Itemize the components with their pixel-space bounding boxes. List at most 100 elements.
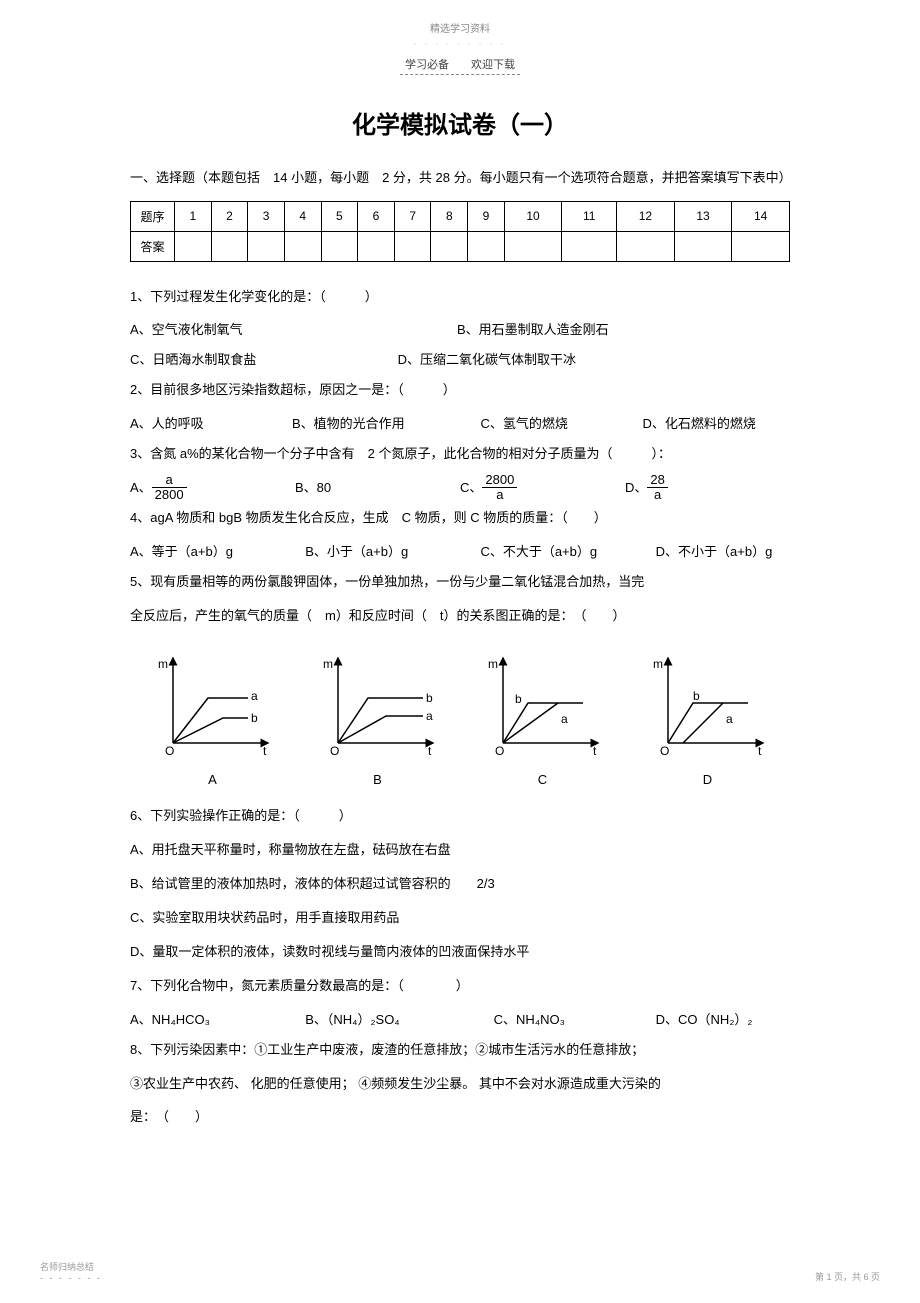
graph-b-label: B [308, 772, 448, 787]
answer-cell [617, 231, 675, 261]
q8-line3: 是： （ ） [130, 1102, 790, 1132]
q2-stem: 2、目前很多地区污染指数超标，原因之一是：（ ） [130, 375, 790, 405]
q2-c: C、氢气的燃烧 [480, 409, 638, 439]
svg-text:m: m [323, 657, 333, 671]
graph-c: m O t b a C [473, 648, 613, 787]
graph-b: m O t b a B [308, 648, 448, 787]
q6-b: B、给试管里的液体加热时，液体的体积超过试管容积的 2/3 [130, 869, 790, 899]
graph-c-svg: m O t b a [473, 648, 613, 758]
svg-text:a: a [726, 712, 733, 726]
q3-d-label: D、 [625, 473, 647, 503]
col-header: 10 [504, 201, 562, 231]
answer-cell [562, 231, 617, 261]
q6-d: D、量取一定体积的液体，读数时视线与量筒内液体的凹液面保持水平 [130, 937, 790, 967]
q3-d: D、 28a [625, 473, 790, 503]
graph-a-label: A [143, 772, 283, 787]
col-header: 1 [175, 201, 212, 231]
col-header: 3 [248, 201, 285, 231]
footer-right: 第 1 页，共 6 页 [815, 1270, 880, 1283]
col-header: 11 [562, 201, 617, 231]
q7-b: B、（NH₄）₂SO₄ [305, 1005, 490, 1035]
q4-b: B、小于（a+b）g [305, 537, 477, 567]
table-row: 题序 1 2 3 4 5 6 7 8 9 10 11 12 13 14 [131, 201, 790, 231]
top-header: 精选学习资料 [130, 20, 790, 35]
svg-text:O: O [495, 744, 504, 758]
svg-text:m: m [488, 657, 498, 671]
svg-text:b: b [693, 689, 700, 703]
svg-text:a: a [561, 712, 568, 726]
q4-d: D、不小于（a+b）g [656, 537, 788, 567]
col-header: 5 [321, 201, 358, 231]
q1-options2: C、日晒海水制取食盐 D、压缩二氧化碳气体制取干冰 [130, 345, 790, 375]
q7-a: A、NH₄HCO₃ [130, 1005, 302, 1035]
col-header: 4 [284, 201, 321, 231]
q1-options: A、空气液化制氧气 B、用石墨制取人造金刚石 [130, 315, 790, 345]
graph-row: m O t a b A m O t b a B [130, 648, 790, 787]
q3-d-frac: 28a [647, 473, 667, 503]
col-header: 13 [674, 201, 732, 231]
sub-header: 学习必备 欢迎下载 [130, 56, 790, 72]
q6-c: C、实验室取用块状药品时，用手直接取用药品 [130, 903, 790, 933]
graph-d-label: D [638, 772, 778, 787]
q1-d: D、压缩二氧化碳气体制取干冰 [398, 345, 721, 375]
col-header: 7 [394, 201, 431, 231]
svg-text:b: b [251, 711, 258, 725]
graph-a-svg: m O t a b [143, 648, 283, 758]
q1-b: B、用石墨制取人造金刚石 [457, 315, 780, 345]
graph-d: m O t b a D [638, 648, 778, 787]
svg-text:t: t [428, 744, 432, 758]
col-header: 9 [468, 201, 505, 231]
q7-d: D、CO（NH₂）₂ [656, 1005, 788, 1035]
q3-options: A、 a2800 B、80 C、 2800a D、 28a [130, 473, 790, 503]
svg-text:O: O [330, 744, 339, 758]
graph-b-svg: m O t b a [308, 648, 448, 758]
sub-header-underline [400, 74, 520, 75]
svg-text:b: b [426, 691, 433, 705]
graph-c-label: C [473, 772, 613, 787]
footer-left-text: 名师归纳总结 [40, 1260, 102, 1273]
row-label: 题序 [131, 201, 175, 231]
answer-cell [732, 231, 790, 261]
svg-text:a: a [426, 709, 433, 723]
svg-text:a: a [251, 689, 258, 703]
col-header: 8 [431, 201, 468, 231]
svg-text:t: t [263, 744, 267, 758]
q5-line2: 全反应后，产生的氧气的质量（ m）和反应时间（ t）的关系图正确的是： （ ） [130, 601, 790, 631]
q3-a-frac: a2800 [152, 473, 187, 503]
svg-text:O: O [660, 744, 669, 758]
q3-a-label: A、 [130, 473, 152, 503]
col-header: 14 [732, 201, 790, 231]
svg-text:b: b [515, 692, 522, 706]
q3-c-label: C、 [460, 473, 482, 503]
table-row: 答案 [131, 231, 790, 261]
q6-a: A、用托盘天平称量时，称量物放在左盘，砝码放在右盘 [130, 835, 790, 865]
answer-cell [248, 231, 285, 261]
col-header: 6 [358, 201, 395, 231]
answer-cell [284, 231, 321, 261]
q7-c: C、NH₄NO₃ [494, 1005, 652, 1035]
answer-cell [468, 231, 505, 261]
q4-stem: 4、agA 物质和 bgB 物质发生化合反应，生成 C 物质，则 C 物质的质量… [130, 503, 790, 533]
graph-d-svg: m O t b a [638, 648, 778, 758]
q2-options: A、人的呼吸 B、植物的光合作用 C、氢气的燃烧 D、化石燃料的燃烧 [130, 409, 790, 439]
q8-line1: 8、下列污染因素中：①工业生产中废液，废渣的任意排放；②城市生活污水的任意排放； [130, 1035, 790, 1065]
answer-cell [431, 231, 468, 261]
q5-line1: 5、现有质量相等的两份氯酸钾固体，一份单独加热，一份与少量二氧化锰混合加热，当完 [130, 567, 790, 597]
svg-text:t: t [758, 744, 762, 758]
q1-a: A、空气液化制氧气 [130, 315, 453, 345]
q4-c: C、不大于（a+b）g [480, 537, 652, 567]
answer-grid: 题序 1 2 3 4 5 6 7 8 9 10 11 12 13 14 答案 [130, 201, 790, 262]
q2-a: A、人的呼吸 [130, 409, 288, 439]
answer-cell [211, 231, 248, 261]
svg-text:t: t [593, 744, 597, 758]
answer-cell [175, 231, 212, 261]
graph-a: m O t a b A [143, 648, 283, 787]
q3-stem: 3、含氮 a%的某化合物一个分子中含有 2 个氮原子，此化合物的相对分子质量为（… [130, 439, 790, 469]
q2-d: D、化石燃料的燃烧 [642, 409, 787, 439]
q7-options: A、NH₄HCO₃ B、（NH₄）₂SO₄ C、NH₄NO₃ D、CO（NH₂）… [130, 1005, 790, 1035]
footer-left: 名师归纳总结 - - - - - - - [40, 1260, 102, 1283]
col-header: 2 [211, 201, 248, 231]
answer-cell [321, 231, 358, 261]
svg-text:m: m [653, 657, 663, 671]
q4-options: A、等于（a+b）g B、小于（a+b）g C、不大于（a+b）g D、不小于（… [130, 537, 790, 567]
